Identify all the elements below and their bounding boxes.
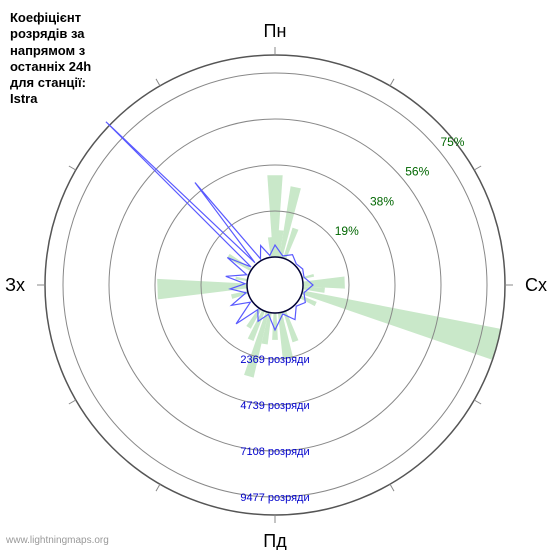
pct-label: 38%: [370, 194, 394, 208]
green-wedge: [244, 311, 269, 377]
tick: [156, 484, 160, 491]
count-label: 2369 розряди: [240, 354, 309, 366]
tick: [69, 166, 76, 170]
tick: [390, 484, 394, 491]
pct-label: 19%: [335, 224, 359, 238]
dir-n: Пн: [264, 21, 287, 41]
polar-chart: Пн Сх Пд Зх 19% 38% 56% 75% 2369 розряди 4739 роз…: [0, 0, 550, 550]
tick: [390, 79, 394, 86]
inner-ring: [247, 257, 303, 313]
dir-s: Пд: [263, 531, 287, 550]
dir-e: Сх: [525, 275, 547, 295]
tick: [69, 400, 76, 404]
tick: [474, 166, 481, 170]
count-label: 7108 розряди: [240, 446, 309, 458]
tick: [474, 400, 481, 404]
count-label: 9477 розряди: [240, 492, 309, 504]
pct-label: 56%: [405, 165, 429, 179]
count-label: 4739 розряди: [240, 400, 309, 412]
tick: [156, 79, 160, 86]
green-wedge: [301, 290, 500, 360]
footer-url: www.lightningmaps.org: [6, 535, 109, 546]
dir-w: Зх: [5, 275, 25, 295]
pct-label: 75%: [440, 135, 464, 149]
